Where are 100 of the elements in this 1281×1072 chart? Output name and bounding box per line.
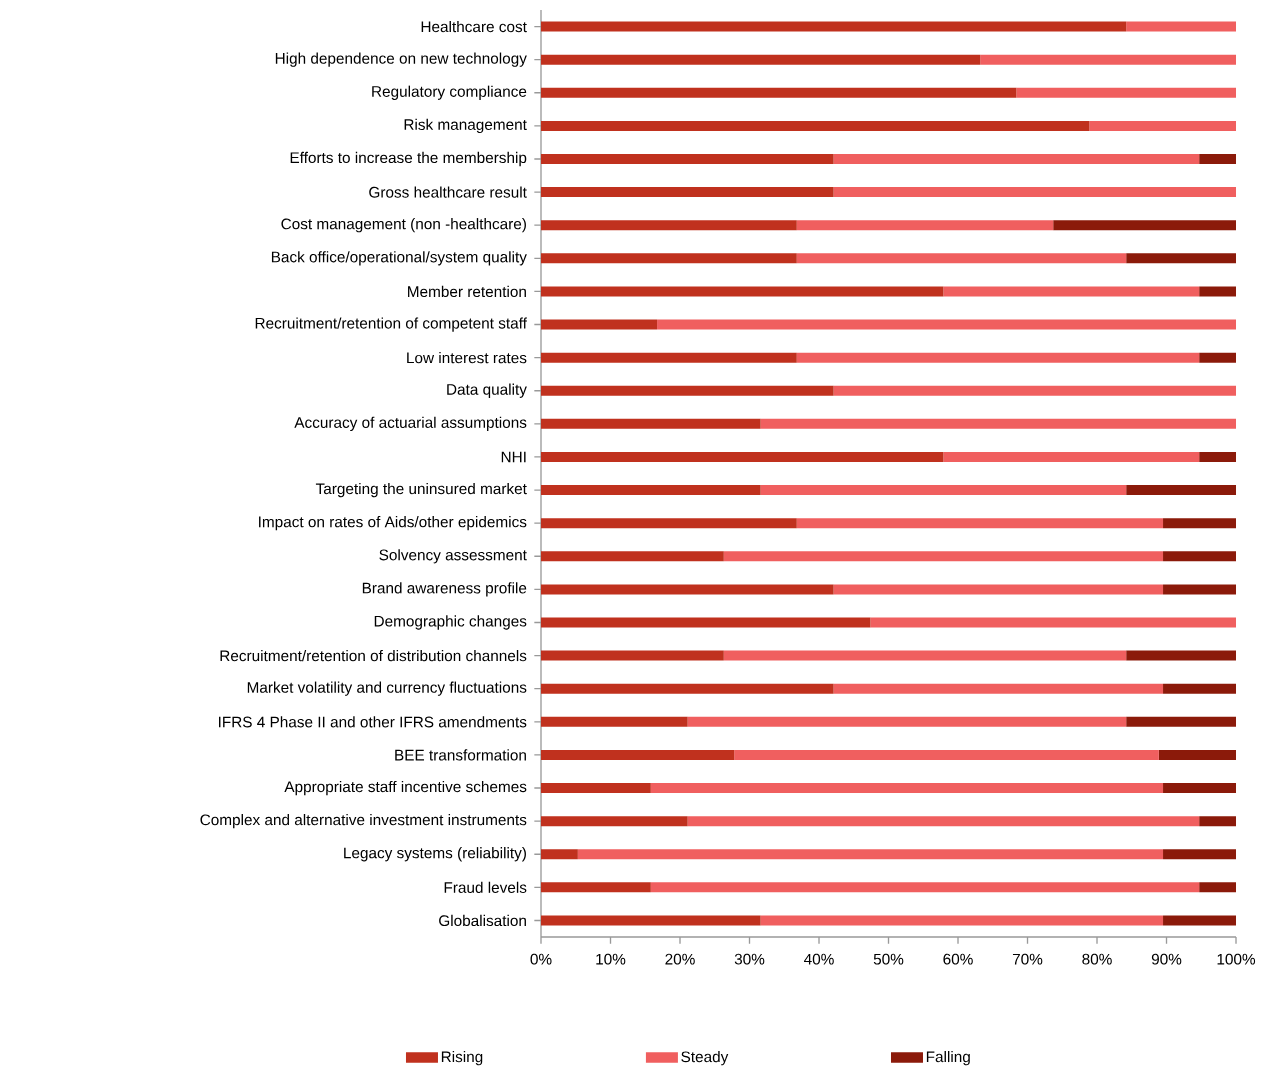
y-tick-label: Legacy systems (reliability) xyxy=(344,847,526,862)
x-tick-label: 90% xyxy=(1151,953,1182,965)
x-tick-label: 100% xyxy=(1217,953,1256,965)
bar xyxy=(870,617,1237,628)
bar xyxy=(1053,220,1237,231)
bar xyxy=(1163,518,1237,529)
bar xyxy=(541,518,797,529)
bar xyxy=(541,650,724,661)
bar xyxy=(1163,551,1237,562)
bar xyxy=(723,650,1127,661)
bar xyxy=(1199,352,1237,363)
bar xyxy=(541,485,761,496)
x-tick-label: 70% xyxy=(1012,953,1043,965)
bar xyxy=(796,253,1127,264)
bar xyxy=(1199,286,1237,297)
bar xyxy=(1199,153,1237,164)
bar xyxy=(541,253,797,264)
y-tick-label: Market volatility and currency fluctuations xyxy=(247,681,527,696)
bar xyxy=(796,518,1164,529)
y-tick-label: Efforts to increase the membership xyxy=(290,151,527,167)
bar xyxy=(1199,451,1237,462)
y-tick-label: Complex and alternative investment instruments xyxy=(200,814,527,829)
bar xyxy=(760,418,1237,429)
bar xyxy=(1163,783,1237,794)
y-tick-label: Brand awareness profile xyxy=(362,582,527,597)
bar xyxy=(734,749,1159,760)
legend-label: Steady xyxy=(681,1050,729,1066)
y-tick-label: Recruitment/retention of competent staff xyxy=(255,317,527,332)
bar xyxy=(541,418,761,429)
y-tick-label: Solvency assessment xyxy=(379,549,527,564)
legend-label: Rising xyxy=(441,1050,483,1066)
x-tick-label: 50% xyxy=(873,953,904,965)
y-tick-label: Back office/operational/system quality xyxy=(271,251,527,266)
y-tick-label: Regulatory compliance xyxy=(372,85,527,100)
bar xyxy=(541,187,834,198)
y-tick-label: High dependence on new technology xyxy=(275,52,527,67)
bar xyxy=(1163,683,1237,694)
bar xyxy=(943,451,1200,462)
bar xyxy=(541,816,688,827)
bar xyxy=(980,54,1237,65)
y-tick-label: Impact on rates of Aids/other epidemics xyxy=(259,516,527,531)
y-tick-label: Appropriate staff incentive schemes xyxy=(284,780,527,796)
bar xyxy=(1126,716,1237,727)
bar xyxy=(943,286,1200,297)
bar xyxy=(1199,882,1237,893)
y-tick-label: Data quality xyxy=(447,383,527,398)
bar xyxy=(760,485,1127,496)
bar xyxy=(833,153,1200,164)
y-tick-label: Demographic changes xyxy=(374,615,527,630)
bar xyxy=(650,783,1164,794)
x-tick-label: 0% xyxy=(530,953,552,965)
y-tick-label: Member retention xyxy=(408,285,526,298)
bar xyxy=(541,584,834,595)
bar xyxy=(687,716,1127,727)
x-tick-label: 30% xyxy=(734,953,765,965)
y-tick-label: Low interest rates xyxy=(407,352,527,364)
bar xyxy=(1126,21,1237,32)
x-tick-label: 10% xyxy=(596,953,626,965)
bar xyxy=(541,882,651,893)
bar xyxy=(833,385,1237,396)
y-tick-label: Fraud levels xyxy=(444,881,527,893)
bar xyxy=(657,319,1237,330)
bar xyxy=(541,683,834,694)
bar xyxy=(723,551,1164,562)
bar xyxy=(1163,849,1237,860)
y-tick-label: Gross healthcare result xyxy=(369,186,527,198)
bar xyxy=(541,319,658,330)
bar xyxy=(833,187,1237,198)
x-tick-label: 40% xyxy=(804,953,834,965)
y-tick-label: Recruitment/retention of distribution channels xyxy=(220,649,527,662)
bar xyxy=(541,352,797,363)
legend-label: Falling xyxy=(926,1050,970,1066)
bar xyxy=(1126,253,1237,264)
bar xyxy=(541,749,735,760)
y-tick-label: Healthcare cost xyxy=(421,20,527,33)
bar xyxy=(541,551,724,562)
y-tick-label: NHI xyxy=(501,451,526,463)
bar xyxy=(541,783,651,794)
bar xyxy=(577,849,1164,860)
bar xyxy=(541,915,761,926)
bar xyxy=(1199,816,1237,827)
bar xyxy=(541,87,1017,98)
bar xyxy=(541,120,1090,131)
y-tick-label: BEE transformation xyxy=(395,749,526,761)
y-tick-label: Globalisation xyxy=(439,914,526,927)
bar xyxy=(541,617,871,628)
bar xyxy=(541,716,688,727)
bar xyxy=(796,220,1054,231)
bar xyxy=(541,54,981,65)
x-tick-label: 60% xyxy=(943,953,973,965)
bar xyxy=(541,21,1127,32)
bar xyxy=(833,584,1164,595)
bar xyxy=(541,220,797,231)
bar xyxy=(1126,485,1237,496)
bar xyxy=(541,451,944,462)
bar xyxy=(833,683,1164,694)
bar xyxy=(687,816,1200,827)
y-tick-label: Risk management xyxy=(404,118,527,134)
y-tick-label: Accuracy of actuarial assumptions xyxy=(294,416,527,431)
bar xyxy=(541,849,578,860)
